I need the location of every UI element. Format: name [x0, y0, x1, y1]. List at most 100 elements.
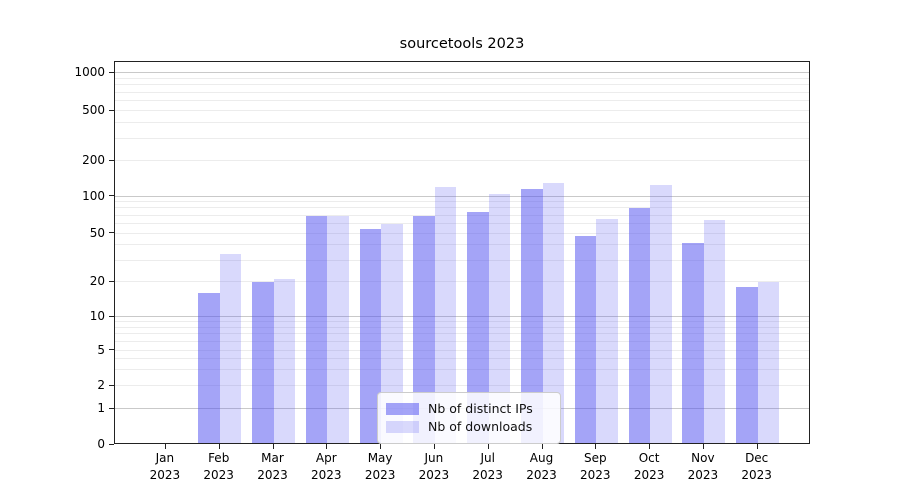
bar-downloads-aug: [542, 183, 564, 443]
minor-gridline-30: [115, 259, 809, 261]
minor-gridline-500: [115, 110, 809, 111]
x-tick-mark-jul: [487, 444, 489, 449]
bar-downloads-nov: [703, 220, 726, 443]
minor-gridline-60: [115, 222, 809, 224]
legend-item-downloads: Nb of downloads: [386, 418, 552, 435]
y-tick-mark-2: [109, 384, 114, 386]
bar-downloads-may: [381, 223, 403, 443]
y-tick-label-20: 20: [89, 274, 105, 288]
x-tick-label-mar: Mar 2023: [257, 451, 288, 482]
bar-downloads-feb: [219, 253, 242, 443]
x-tick-label-nov: Nov 2023: [687, 451, 719, 482]
bar-distinct-ips-may: [359, 229, 382, 443]
y-tick-mark-0: [109, 443, 114, 445]
x-tick-label-jan: Jan 2023: [149, 451, 181, 482]
minor-gridline-2: [115, 385, 809, 386]
x-tick-label-may: May 2023: [364, 451, 396, 482]
legend-swatch-downloads: [386, 420, 419, 433]
bar-downloads-jul: [488, 194, 511, 443]
bar-distinct-ips-nov: [682, 242, 704, 443]
legend-label-distinct-ips: Nb of distinct IPs: [428, 401, 533, 416]
x-tick-label-jul: Jul 2023: [472, 451, 503, 482]
minor-gridline-80: [115, 207, 809, 209]
minor-gridline-20: [115, 281, 809, 282]
y-tick-mark-20: [109, 280, 114, 282]
x-tick-mark-feb: [218, 444, 220, 449]
minor-gridline-400: [115, 122, 809, 124]
x-tick-label-oct: Oct 2023: [633, 451, 665, 482]
major-gridline-1000: [115, 72, 809, 73]
bar-downloads-jun: [434, 187, 457, 443]
minor-gridline-8: [115, 326, 809, 328]
bar-downloads-mar: [273, 279, 295, 443]
minor-gridline-5: [115, 349, 809, 351]
x-tick-label-apr: Apr 2023: [311, 451, 342, 482]
y-tick-mark-50: [109, 232, 114, 233]
minor-gridline-90: [115, 201, 809, 203]
y-tick-label-200: 200: [82, 153, 105, 167]
bar-distinct-ips-mar: [252, 282, 274, 443]
minor-gridline-3: [115, 369, 809, 371]
y-tick-label-100: 100: [82, 188, 105, 203]
y-tick-label-5: 5: [97, 342, 105, 357]
y-tick-label-10: 10: [89, 309, 105, 323]
bar-downloads-oct: [650, 185, 672, 443]
x-tick-label-sep: Sep 2023: [580, 451, 611, 482]
y-tick-label-50: 50: [89, 225, 105, 240]
y-tick-label-1: 1: [97, 401, 105, 415]
major-gridline-10: [115, 316, 809, 317]
x-tick-mark-sep: [595, 444, 597, 449]
bar-distinct-ips-aug: [521, 189, 543, 443]
bar-downloads-apr: [327, 215, 349, 443]
minor-gridline-9: [115, 321, 809, 323]
minor-gridline-200: [115, 160, 809, 161]
x-tick-label-dec: Dec 2023: [741, 451, 772, 482]
y-tick-label-1000: 1000: [74, 65, 105, 79]
y-tick-mark-100: [109, 195, 114, 196]
minor-gridline-4: [115, 358, 809, 360]
bar-distinct-ips-dec: [736, 287, 758, 443]
bar-distinct-ips-apr: [305, 215, 328, 443]
plot-area: Nb of distinct IPs Nb of downloads: [114, 61, 810, 444]
x-tick-mark-mar: [272, 444, 274, 449]
minor-gridline-800: [115, 84, 809, 86]
minor-gridline-600: [115, 100, 809, 101]
bar-downloads-sep: [596, 218, 618, 443]
minor-gridline-300: [115, 137, 809, 139]
bar-distinct-ips-sep: [574, 235, 597, 443]
x-tick-mark-oct: [649, 444, 651, 449]
y-tick-label-500: 500: [82, 103, 105, 117]
y-tick-mark-200: [109, 159, 114, 161]
minor-gridline-40: [115, 244, 809, 246]
minor-gridline-6: [115, 340, 809, 342]
legend-label-downloads: Nb of downloads: [428, 419, 533, 434]
x-tick-label-feb: Feb 2023: [203, 451, 234, 482]
minor-gridline-50: [115, 232, 809, 234]
x-tick-mark-nov: [702, 444, 704, 449]
minor-gridline-900: [115, 77, 809, 79]
x-tick-mark-apr: [326, 444, 328, 449]
x-tick-mark-jun: [433, 444, 435, 449]
x-tick-mark-jan: [164, 444, 166, 449]
bar-downloads-dec: [757, 282, 780, 443]
y-tick-mark-1000: [109, 71, 114, 73]
bar-distinct-ips-feb: [198, 293, 220, 443]
y-tick-mark-500: [109, 109, 114, 111]
y-tick-label-0: 0: [97, 437, 105, 451]
major-gridline-100: [115, 195, 809, 197]
minor-gridline-7: [115, 333, 809, 335]
legend-swatch-distinct-ips: [386, 402, 419, 415]
y-tick-label-2: 2: [97, 378, 105, 392]
legend: Nb of distinct IPs Nb of downloads: [377, 392, 561, 444]
x-tick-mark-dec: [756, 444, 758, 449]
x-tick-mark-may: [380, 444, 382, 449]
x-tick-label-aug: Aug 2023: [526, 451, 557, 482]
minor-gridline-70: [115, 214, 809, 216]
y-tick-mark-5: [109, 349, 114, 350]
chart-title: sourcetools 2023: [399, 36, 525, 52]
legend-item-distinct-ips: Nb of distinct IPs: [386, 400, 552, 417]
x-tick-label-jun: Jun 2023: [418, 451, 450, 482]
y-tick-mark-10: [109, 315, 114, 317]
bar-distinct-ips-oct: [628, 207, 651, 443]
